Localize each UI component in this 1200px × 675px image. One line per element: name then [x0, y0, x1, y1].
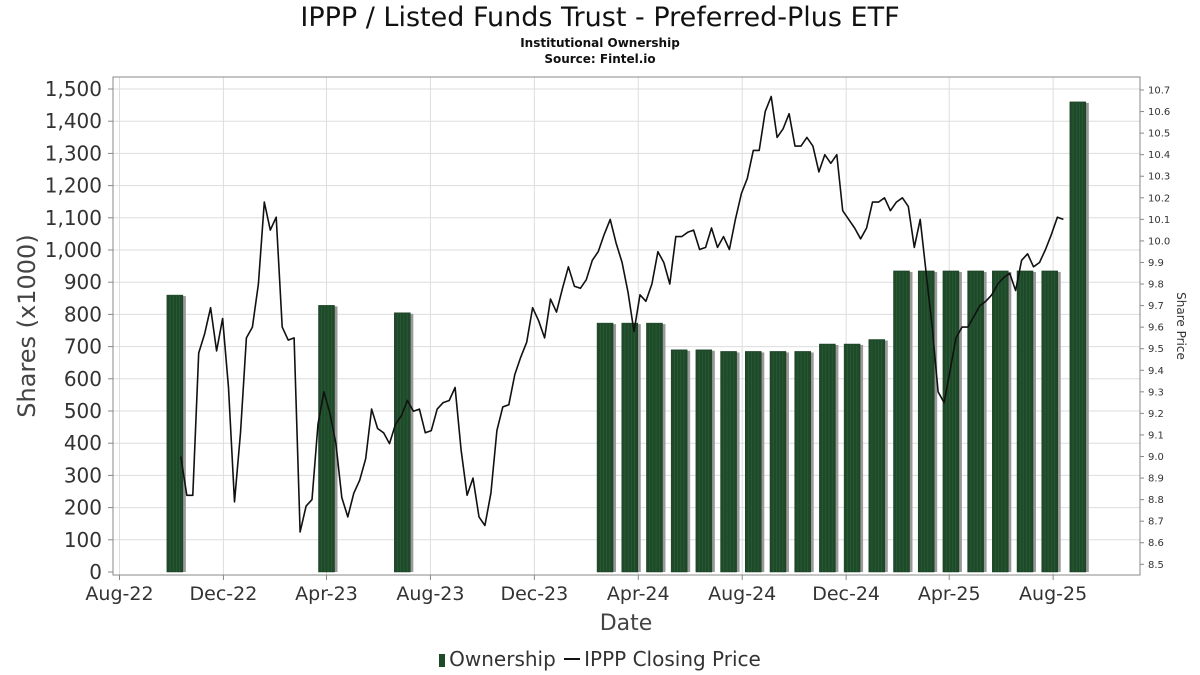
y-tick-label: 300: [64, 463, 102, 487]
y2-tick-label: 10.4: [1148, 150, 1170, 161]
ownership-bar: [794, 351, 811, 573]
legend-ownership-label: Ownership: [449, 647, 556, 671]
y-tick-label: 800: [64, 302, 102, 326]
line-layer: [180, 95, 1064, 533]
y-tick-label: 1,300: [45, 141, 102, 165]
ownership-bar: [695, 349, 713, 573]
y2-tick-label: 9.8: [1148, 280, 1164, 291]
y-tick-label: 400: [64, 431, 102, 455]
y-tick-label: 1,000: [45, 238, 102, 262]
y2-tick-label: 9.3: [1148, 387, 1164, 398]
legend-ownership-swatch: [439, 654, 446, 667]
x-tick-label: Apr-23: [295, 583, 358, 605]
y2-tick-label: 9.9: [1148, 258, 1164, 269]
y2-tick-label: 8.9: [1148, 474, 1164, 485]
y-tick-label: 600: [64, 367, 102, 391]
axis-layer: 0 100 200 300 400 500 600 700 800 900 1,000 1,100 1,…: [45, 77, 1171, 605]
y2-tick-label: 9.0: [1148, 452, 1164, 463]
y-tick-label: 700: [64, 335, 102, 359]
y-axis-label: Shares (x1000): [13, 234, 41, 417]
plot-frame: [112, 76, 1141, 576]
x-tick-label: Aug-23: [396, 583, 464, 605]
x-tick-label: Aug-25: [1019, 583, 1087, 605]
ownership-bar: [646, 322, 663, 573]
x-tick-label: Aug-22: [85, 583, 153, 605]
y2-tick-label: 10.3: [1148, 172, 1170, 183]
legend: Ownership IPPP Closing Price: [0, 647, 1200, 671]
ownership-bar: [819, 343, 836, 573]
x-tick-label: Dec-22: [190, 583, 258, 605]
ownership-bar: [1069, 101, 1087, 573]
legend-price-label: IPPP Closing Price: [584, 647, 761, 671]
chart-title: IPPP / Listed Funds Trust - Preferred-Pl…: [300, 2, 900, 33]
x-tick-label: Dec-24: [812, 583, 880, 605]
x-tick-label: Apr-25: [918, 583, 981, 605]
x-tick-label: Apr-24: [607, 583, 670, 605]
y2-tick-label: 10.1: [1148, 215, 1170, 226]
y2-tick-label: 9.2: [1148, 409, 1164, 420]
y2-tick-label: 8.8: [1148, 495, 1164, 506]
y-tick-label: 1,100: [45, 206, 102, 230]
y-tick-label: 200: [64, 496, 102, 520]
y2-tick-label: 10.0: [1148, 236, 1170, 247]
y-tick-label: 500: [64, 399, 102, 423]
ownership-bar: [868, 339, 886, 573]
y2-tick-label: 10.5: [1148, 129, 1170, 140]
y2-tick-label: 9.6: [1148, 323, 1164, 334]
ownership-bar: [769, 351, 787, 573]
y2-tick-label: 8.6: [1148, 538, 1164, 549]
ownership-bar: [917, 270, 935, 573]
y2-tick-label: 10.6: [1148, 107, 1170, 118]
y-tick-label: 1,500: [45, 77, 102, 101]
ownership-bar: [621, 322, 639, 573]
y-tick-label: 1,400: [45, 109, 102, 133]
y-tick-label: 900: [64, 270, 102, 294]
y2-axis-label: Share Price: [1174, 292, 1188, 360]
ownership-bar: [394, 312, 411, 573]
ownership-bar: [893, 270, 910, 573]
ownership-bar: [942, 270, 960, 573]
y2-tick-label: 9.4: [1148, 366, 1164, 377]
legend-price-swatch: [564, 658, 581, 660]
x-tick-label: Dec-23: [500, 583, 568, 605]
chart-subtitle: Institutional Ownership: [520, 36, 680, 50]
y-tick-label: 100: [64, 528, 102, 552]
bar-layer: [166, 101, 1089, 573]
y2-tick-label: 9.1: [1148, 430, 1164, 441]
y2-tick-label: 9.5: [1148, 344, 1164, 355]
x-axis-label: Date: [600, 611, 653, 636]
y-tick-label: 0: [89, 560, 102, 584]
ownership-bar: [992, 270, 1009, 573]
ownership-bar: [745, 351, 762, 573]
y2-tick-label: 8.5: [1148, 560, 1164, 571]
ownership-bar: [967, 270, 984, 573]
y2-tick-label: 8.7: [1148, 517, 1164, 528]
ownership-bar: [1041, 270, 1058, 573]
y-tick-label: 1,200: [45, 174, 102, 198]
ownership-bar: [843, 343, 861, 573]
y2-tick-label: 10.7: [1148, 86, 1170, 97]
x-tick-label: Aug-24: [708, 583, 776, 605]
ownership-bar: [318, 305, 335, 573]
ownership-bar: [720, 351, 737, 573]
y2-tick-label: 9.7: [1148, 301, 1164, 312]
ownership-bar: [670, 349, 688, 573]
chart-source: Source: Fintel.io: [544, 52, 656, 66]
ownership-bar: [596, 322, 614, 573]
y2-tick-label: 10.2: [1148, 193, 1170, 204]
price-line: [180, 95, 1064, 533]
ownership-bar: [166, 294, 184, 573]
ownership-bar: [1016, 270, 1034, 573]
